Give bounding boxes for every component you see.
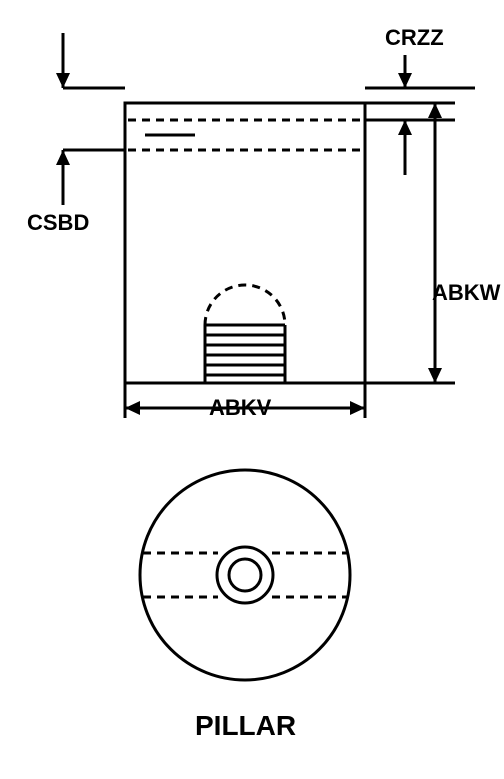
top-view-outer-circle [140,470,350,680]
label-abkv: ABKV [209,395,271,421]
diagram-title: PILLAR [195,710,296,742]
label-abkw: ABKW [432,280,500,306]
abkv-arrowhead-left [125,401,140,415]
top-view-hole-inner [229,559,261,591]
diagram-svg [0,0,504,774]
pillar-diagram: CRZZ CSBD ABKW ABKV PILLAR [0,0,504,774]
label-csbd: CSBD [27,210,89,236]
abkv-arrowhead-right [350,401,365,415]
crzz-arrowhead-bottom [398,120,412,135]
crzz-arrowhead-top [398,73,412,88]
abkw-arrowhead-bottom [428,368,442,383]
label-crzz: CRZZ [385,25,444,51]
abkw-arrowhead-top [428,103,442,118]
top-view-hole-outer [217,547,273,603]
front-view-rect [125,103,365,383]
csbd-arrowhead-top [56,73,70,88]
csbd-arrowhead-bottom [56,150,70,165]
threaded-hole-arc [205,285,285,325]
